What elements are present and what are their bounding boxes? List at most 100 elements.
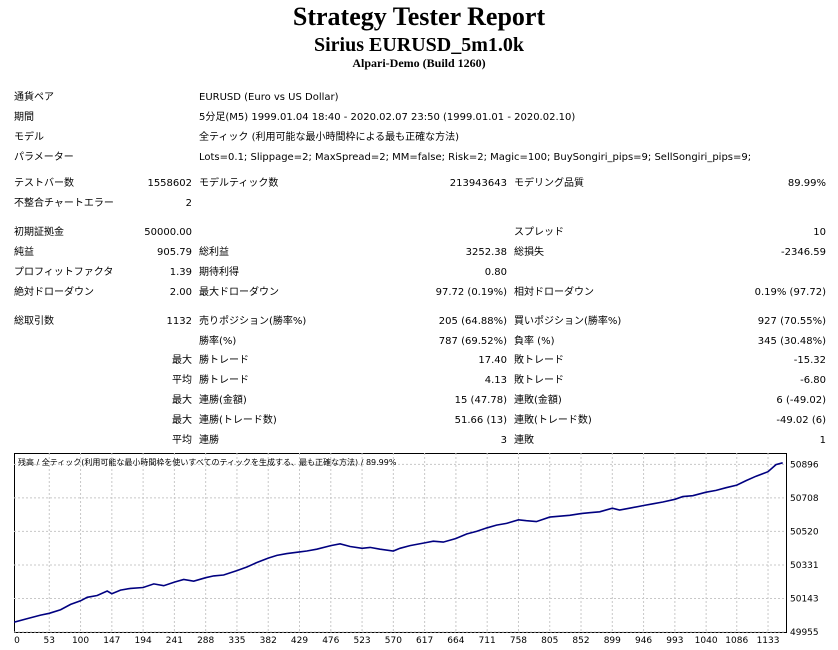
symbol-label: 通貨ペア: [14, 92, 54, 103]
profit-factor-label: プロフィットファクタ: [14, 267, 114, 278]
mismatch-value: 2: [185, 198, 192, 209]
model-ticks-label: モデルティック数: [199, 178, 279, 189]
average-win-value: 4.13: [484, 375, 507, 386]
x-tick-label: 147: [103, 636, 120, 646]
win-rate-value: 787 (69.52%): [438, 336, 507, 347]
win-rate-label: 勝率(%): [199, 336, 237, 347]
net-profit-label: 純益: [14, 247, 34, 258]
x-tick-label: 194: [135, 636, 152, 646]
y-tick-label: 50708: [790, 494, 819, 504]
chart-background: [14, 453, 824, 650]
consecutive-loss-label: 連敗(トレード数): [514, 415, 592, 426]
average-cons-losses-label: 連敗: [514, 435, 534, 446]
report-title: Strategy Tester Report: [292, 2, 546, 31]
test-bars-value: 1558602: [147, 178, 192, 189]
consecutive-wins-value: 15 (47.78): [454, 395, 507, 406]
y-tick-label: 50896: [790, 460, 819, 470]
largest-loss-value: -15.32: [793, 355, 826, 366]
chart-frame: [14, 453, 787, 633]
x-tick-label: 476: [322, 636, 339, 646]
consecutive-profit-value: 51.66 (13): [454, 415, 507, 426]
x-tick-label: 100: [72, 636, 89, 646]
loss-rate-value: 345 (30.48%): [757, 336, 826, 347]
mismatch-label: 不整合チャートエラー: [14, 198, 114, 209]
consecutive-losses-label: 連敗(金額): [514, 395, 562, 406]
total-trades-value: 1132: [166, 316, 192, 327]
largest-loss-label: 敗トレード: [514, 355, 564, 366]
x-tick-label: 617: [416, 636, 433, 646]
x-tick-label: 53: [44, 636, 55, 646]
x-tick-label: 335: [228, 636, 245, 646]
average-label: 平均: [172, 375, 192, 386]
largest-label: 最大: [172, 355, 192, 366]
expected-payoff-label: 期待利得: [199, 267, 239, 278]
total-trades-label: 総取引数: [14, 316, 54, 327]
short-positions-label: 売りポジション(勝率%): [199, 316, 307, 327]
model-label: モデル: [14, 132, 44, 143]
x-tick-label: 852: [572, 636, 589, 646]
largest-win-label: 勝トレード: [199, 355, 249, 366]
model-quality-label: モデリング品質: [514, 178, 584, 189]
model-ticks-value: 213943643: [449, 178, 507, 189]
x-tick-label: 1086: [725, 636, 748, 646]
x-tick-label: 993: [666, 636, 683, 646]
average-loss-value: -6.80: [800, 375, 826, 386]
maximal-label: 最大: [172, 415, 192, 426]
x-tick-label: 664: [447, 636, 464, 646]
x-tick-label: 288: [197, 636, 214, 646]
parameters-value: Lots=0.1; Slippage=2; MaxSpread=2; MM=fa…: [199, 152, 752, 163]
relative-drawdown-value: 0.19% (97.72): [754, 287, 826, 298]
server-name: Alpari-Demo (Build 1260): [352, 56, 486, 70]
x-tick-label: 805: [541, 636, 558, 646]
report-subtitle: Sirius EURUSD_5m1.0k: [313, 34, 525, 56]
gross-profit-value: 3252.38: [465, 247, 507, 258]
x-tick-label: 899: [604, 636, 621, 646]
short-positions-value: 205 (64.88%): [438, 316, 507, 327]
largest-win-value: 17.40: [478, 355, 507, 366]
average-cons-wins-label: 連勝: [199, 435, 219, 446]
symbol-value: EURUSD (Euro vs US Dollar): [199, 92, 339, 103]
expected-payoff-value: 0.80: [484, 267, 507, 278]
x-tick-label: 946: [635, 636, 652, 646]
gross-loss-value: -2346.59: [781, 247, 826, 258]
loss-rate-label: 負率 (%): [514, 336, 555, 347]
deposit-value: 50000.00: [144, 227, 192, 238]
test-bars-label: テストバー数: [14, 178, 74, 189]
period-label: 期間: [14, 112, 34, 123]
model-value: 全ティック (利用可能な最小時間枠による最も正確な方法): [199, 132, 460, 143]
chart-title: 残高 / 全ティック(利用可能な最小時間枠を使いすべてのティックを生成する、最も…: [18, 457, 397, 467]
average-cons-wins-value: 3: [500, 435, 507, 446]
x-tick-label: 241: [166, 636, 183, 646]
gross-profit-label: 総利益: [199, 247, 229, 258]
profit-factor-value: 1.39: [169, 267, 192, 278]
consecutive-losses-value: 6 (-49.02): [776, 395, 826, 406]
consecutive-profit-label: 連勝(トレード数): [199, 415, 277, 426]
average-cons-label: 平均: [172, 435, 192, 446]
net-profit-value: 905.79: [157, 247, 192, 258]
x-tick-label: 0: [14, 636, 20, 646]
parameters-label: パラメーター: [14, 152, 74, 163]
y-tick-label: 50520: [790, 527, 819, 537]
period-value: 5分足(M5) 1999.01.04 18:40 - 2020.02.07 23…: [199, 112, 576, 123]
balance-chart: 0 53 100 147 194 241 288 335 382 429 476 523 570 617 6…: [14, 453, 824, 650]
long-positions-value: 927 (70.55%): [757, 316, 826, 327]
average-cons-losses-value: 1: [819, 435, 826, 446]
consecutive-wins-label: 連勝(金額): [199, 395, 247, 406]
x-tick-label: 570: [385, 636, 402, 646]
x-tick-label: 382: [260, 636, 277, 646]
average-loss-label: 敗トレード: [514, 375, 564, 386]
maximal-drawdown-value: 97.72 (0.19%): [435, 287, 507, 298]
spread-value: 10: [813, 227, 826, 238]
consecutive-loss-value: -49.02 (6): [776, 415, 826, 426]
x-tick-label: 1133: [757, 636, 780, 646]
average-win-label: 勝トレード: [199, 375, 249, 386]
x-tick-label: 758: [510, 636, 527, 646]
model-quality-value: 89.99%: [787, 178, 826, 189]
y-tick-label: 49955: [790, 628, 819, 638]
balance-chart-svg: 0 53 100 147 194 241 288 335 382 429 476 523 570 617 6…: [14, 453, 824, 650]
relative-drawdown-label: 相対ドローダウン: [514, 287, 594, 298]
long-positions-label: 買いポジション(勝率%): [514, 316, 622, 327]
x-tick-label: 429: [291, 636, 308, 646]
balance-series-line: [14, 462, 783, 623]
absolute-drawdown-value: 2.00: [169, 287, 192, 298]
